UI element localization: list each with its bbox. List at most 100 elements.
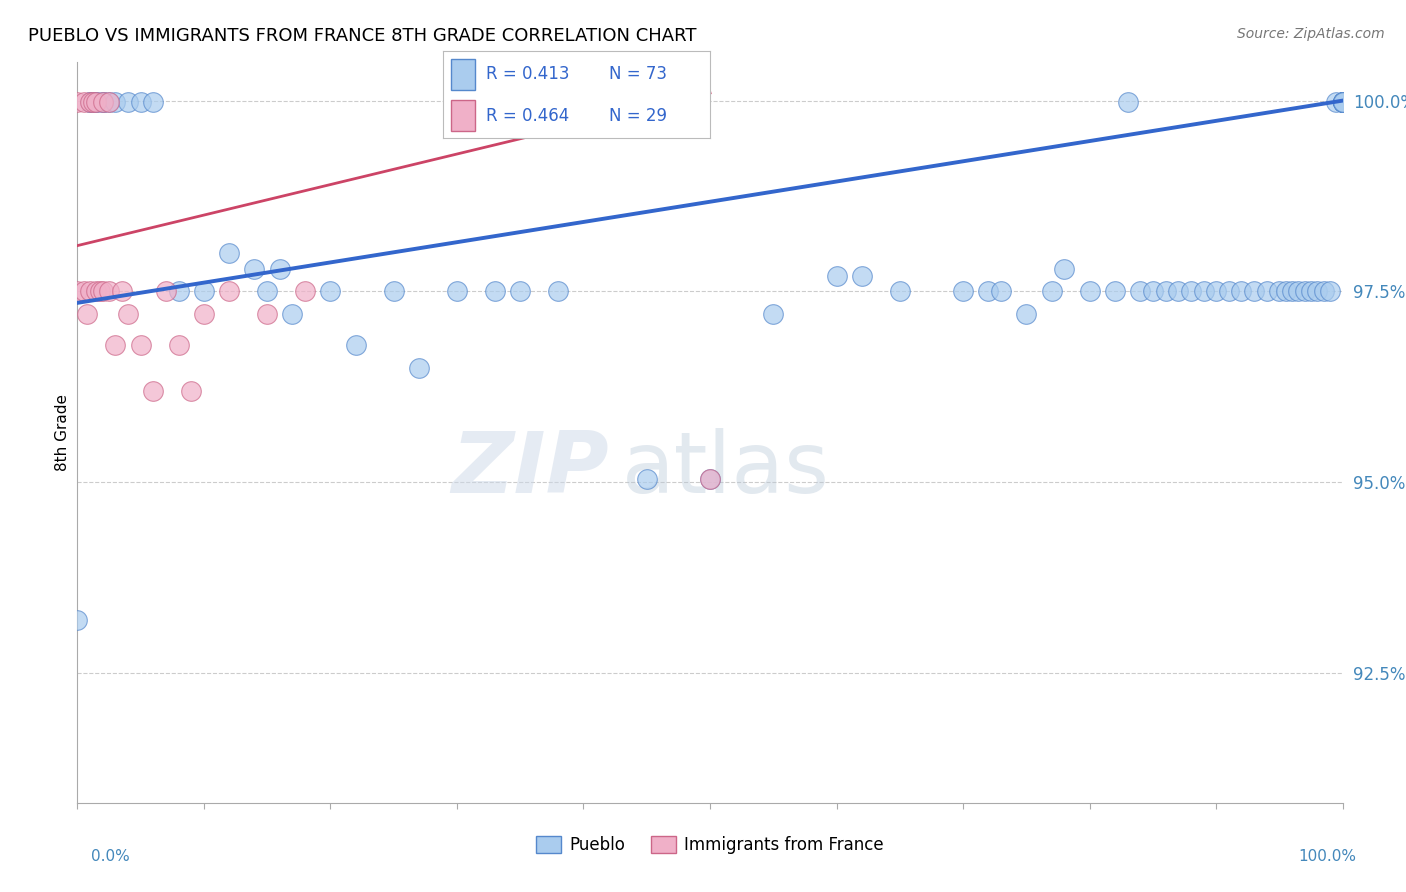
Text: Source: ZipAtlas.com: Source: ZipAtlas.com [1237,27,1385,41]
Point [79,95,101,109]
Point [91,95,114,109]
Point [509,285,531,299]
Point [1306,285,1329,299]
Point [269,261,291,276]
Point [1319,285,1341,299]
Point [1331,95,1354,109]
Text: N = 73: N = 73 [609,65,666,84]
Point [66,285,89,299]
Point [990,285,1012,299]
Text: 0.0%: 0.0% [91,849,131,864]
Point [1331,95,1354,109]
Point [167,285,190,299]
Point [1288,285,1310,299]
Point [1331,95,1354,109]
FancyBboxPatch shape [451,100,475,131]
Point [104,338,127,352]
Point [1218,285,1240,299]
Point [281,307,304,321]
Point [117,307,139,321]
Point [218,246,240,260]
Point [79,95,101,109]
Point [76,307,98,321]
Text: N = 29: N = 29 [609,106,666,125]
Point [294,285,316,299]
Text: ZIP: ZIP [451,428,609,511]
Point [98,95,120,109]
Point [762,307,785,321]
Point [79,285,101,299]
Point [243,261,266,276]
Point [256,285,278,299]
Point [1331,95,1354,109]
Point [256,307,278,321]
Point [89,285,111,299]
Point [1331,95,1354,109]
Point [484,285,506,299]
Point [952,285,974,299]
Text: R = 0.413: R = 0.413 [485,65,569,84]
Point [86,95,108,109]
Point [446,285,468,299]
Point [889,285,911,299]
Point [1268,285,1291,299]
Point [129,95,152,109]
Point [1256,285,1278,299]
Point [1230,285,1253,299]
Point [382,285,405,299]
Point [111,285,132,299]
Point [1275,285,1298,299]
Point [1324,95,1347,109]
Point [1154,285,1177,299]
Point [193,307,215,321]
Point [977,285,1000,299]
Point [167,338,190,352]
Point [91,95,114,109]
FancyBboxPatch shape [451,59,475,90]
Point [1331,95,1354,109]
Point [98,95,120,109]
Legend: Pueblo, Immigrants from France: Pueblo, Immigrants from France [530,830,890,861]
Point [155,285,177,299]
Point [1243,285,1265,299]
Point [73,285,96,299]
Point [1142,285,1164,299]
Point [1301,285,1323,299]
Point [319,285,342,299]
Point [1205,285,1227,299]
Point [180,384,202,398]
Point [86,95,108,109]
Text: 100.0%: 100.0% [1299,849,1357,864]
Point [1331,95,1354,109]
Point [699,472,721,486]
Point [82,95,104,109]
Point [1331,95,1354,109]
Point [1281,285,1303,299]
Point [218,285,240,299]
Point [73,95,96,109]
Point [825,269,848,284]
Point [1331,95,1354,109]
Point [117,95,139,109]
Point [1331,95,1354,109]
Point [91,285,114,299]
Point [344,338,367,352]
Point [1167,285,1189,299]
Point [1116,95,1139,109]
Point [1078,285,1101,299]
Point [1192,285,1215,299]
Text: atlas: atlas [621,428,830,511]
Point [129,338,152,352]
Point [104,95,127,109]
Point [1040,285,1063,299]
Text: PUEBLO VS IMMIGRANTS FROM FRANCE 8TH GRADE CORRELATION CHART: PUEBLO VS IMMIGRANTS FROM FRANCE 8TH GRA… [28,27,696,45]
Point [636,472,658,486]
Point [142,95,165,109]
Point [408,360,430,375]
Point [86,95,108,109]
Point [1313,285,1336,299]
Point [66,95,89,109]
Y-axis label: 8th Grade: 8th Grade [55,394,70,471]
Point [142,384,165,398]
Point [98,285,120,299]
